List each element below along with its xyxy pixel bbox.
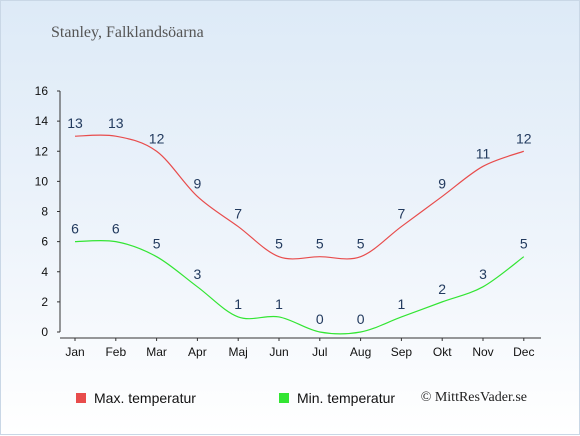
data-label-min: 3 xyxy=(479,266,487,282)
data-label-max: 9 xyxy=(438,175,446,191)
x-tick-label: Okt xyxy=(433,345,452,359)
legend-max-swatch xyxy=(76,393,86,403)
y-tick-label: 12 xyxy=(35,144,49,158)
x-tick-label: Aug xyxy=(350,345,371,359)
y-tick-label: 0 xyxy=(41,325,48,339)
data-label-min: 6 xyxy=(71,221,79,237)
data-label-min: 1 xyxy=(234,296,242,312)
y-tick-label: 14 xyxy=(35,114,49,128)
data-label-max: 13 xyxy=(108,115,124,131)
data-label-min: 5 xyxy=(520,236,528,252)
series-line-max xyxy=(74,134,525,260)
data-label-max: 13 xyxy=(67,115,83,131)
data-label-max: 12 xyxy=(149,130,165,146)
copyright-text: © MittResVader.se xyxy=(420,390,527,405)
data-label-max: 11 xyxy=(476,145,491,161)
data-label-max: 9 xyxy=(194,175,202,191)
y-tick-label: 6 xyxy=(41,235,48,249)
data-label-min: 0 xyxy=(357,311,365,327)
data-label-min: 1 xyxy=(398,296,406,312)
x-tick-label: Jan xyxy=(65,345,84,359)
x-tick-label: Nov xyxy=(472,345,493,359)
data-label-min: 1 xyxy=(275,296,283,312)
y-tick-label: 8 xyxy=(41,205,48,219)
data-label-max: 7 xyxy=(234,206,242,222)
x-tick-label: Maj xyxy=(229,345,248,359)
data-label-max: 5 xyxy=(275,236,283,252)
y-tick-label: 16 xyxy=(35,84,49,98)
data-label-min: 0 xyxy=(316,311,324,327)
legend-max-label: Max. temperatur xyxy=(94,390,196,406)
data-label-min: 2 xyxy=(438,281,446,297)
data-label-min: 5 xyxy=(153,236,161,252)
data-label-max: 5 xyxy=(357,236,365,252)
x-tick-label: Sep xyxy=(391,345,413,359)
y-tick-label: 10 xyxy=(35,174,49,188)
x-tick-label: Dec xyxy=(513,345,534,359)
data-label-max: 7 xyxy=(398,206,406,222)
chart-title: Stanley, Falklandsöarna xyxy=(51,24,204,41)
x-tick-label: Jun xyxy=(269,345,288,359)
x-tick-label: Jul xyxy=(312,345,327,359)
y-tick-label: 4 xyxy=(41,265,48,279)
x-tick-label: Feb xyxy=(105,345,126,359)
y-tick-label: 2 xyxy=(41,295,48,309)
legend-min: Min. temperatur xyxy=(279,390,395,406)
data-label-max: 12 xyxy=(516,130,532,146)
legend-min-swatch xyxy=(279,393,289,403)
x-tick-label: Apr xyxy=(188,345,207,359)
legend-max: Max. temperatur xyxy=(76,390,196,406)
series-line-min xyxy=(74,239,525,335)
data-label-min: 6 xyxy=(112,221,120,237)
legend-min-label: Min. temperatur xyxy=(297,390,396,406)
data-label-min: 3 xyxy=(194,266,202,282)
x-tick-label: Mar xyxy=(146,345,167,359)
data-label-max: 5 xyxy=(316,236,324,252)
